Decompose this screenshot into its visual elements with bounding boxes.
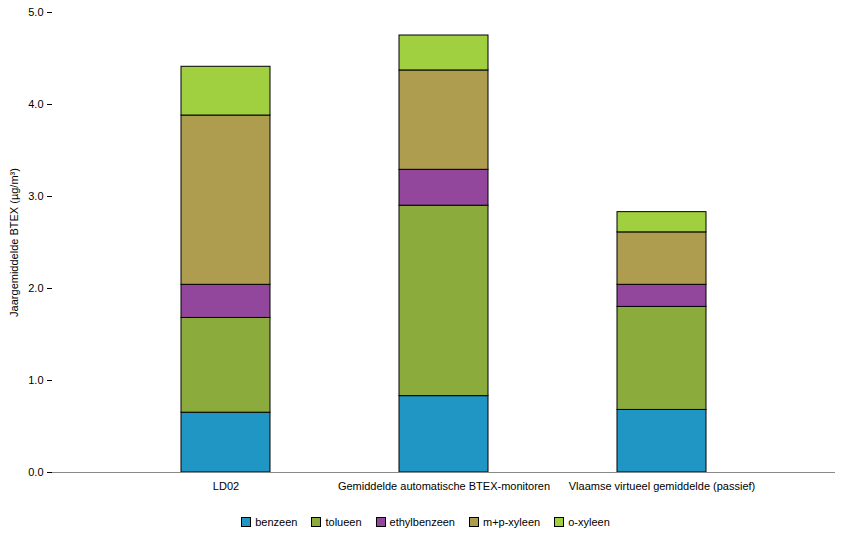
svg-text:3.0: 3.0 [28,190,43,202]
html-text:o-xyleen: o-xyleen [568,516,610,528]
svg-text:Jaargemiddelde BTEX (µg/m³): Jaargemiddelde BTEX (µg/m³) [8,168,20,317]
svg-text:Gemiddelde automatische BTEX-m: Gemiddelde automatische BTEX-monitoren [338,480,550,492]
html-text:ethylbenzeen: ethylbenzeen [389,516,455,528]
svg-text:0.0: 0.0 [28,466,43,478]
html-text:tolueen: tolueen [325,516,362,528]
svg-text:LD02: LD02 [213,480,239,492]
html-text:benzeen: benzeen [255,516,298,528]
svg-text:Vlaamse virtueel gemiddelde (p: Vlaamse virtueel gemiddelde (passief) [569,480,755,492]
svg-text:5.0: 5.0 [28,6,43,18]
html-text:m+p-xyleen: m+p-xyleen [483,516,541,528]
svg-text:1.0: 1.0 [28,374,43,386]
svg-text:2.0: 2.0 [28,282,43,294]
svg-text:4.0: 4.0 [28,98,43,110]
